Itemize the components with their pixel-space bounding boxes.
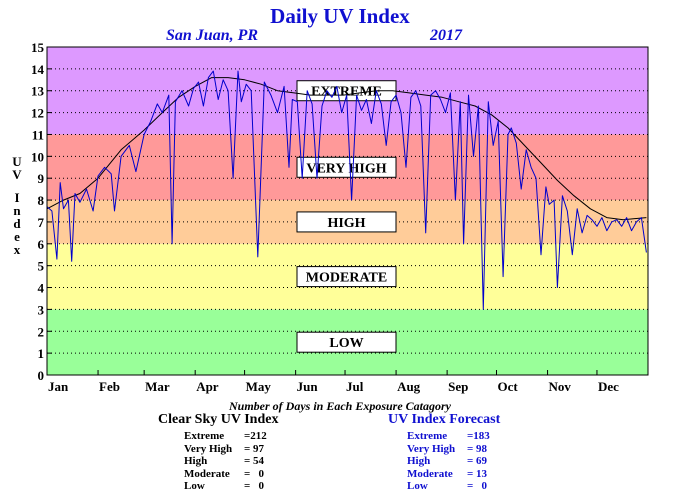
band-label-extreme: EXTREME	[311, 85, 382, 100]
chart-title: Daily UV Index	[270, 4, 410, 28]
x-tick-label-aug: Aug	[397, 379, 421, 394]
x-tick-label-apr: Apr	[196, 379, 219, 394]
stats-row-label: High	[407, 455, 431, 468]
forecast-stats-title: UV Index Forecast	[388, 412, 501, 427]
y-axis-label-letter: d	[13, 216, 21, 231]
uv-forecast-line	[46, 70, 647, 310]
x-tick-label-sep: Sep	[448, 379, 468, 394]
band-label-moderate: MODERATE	[306, 271, 387, 286]
chart-subtitle-year: 2017	[430, 27, 462, 44]
band-label-very-high: VERY HIGH	[306, 161, 386, 176]
stats-row-label: Very High	[407, 442, 456, 455]
y-axis-label-letter: I	[14, 190, 19, 205]
stats-row-label: Moderate	[184, 467, 230, 480]
stats-row-value: = 13	[467, 467, 488, 480]
chart-caption: Number of Days in Each Exposure Catagory	[228, 399, 452, 413]
y-axis-label-letter: x	[14, 242, 21, 257]
stats-row-label: Very High	[184, 442, 233, 455]
band-label-box-high	[296, 211, 397, 233]
x-tick-label-oct: Oct	[498, 379, 519, 394]
stats-row-value: = 69	[467, 455, 488, 468]
x-tick-label-feb: Feb	[99, 379, 120, 394]
y-tick-label: 7	[38, 215, 45, 230]
stats-row-label: High	[184, 455, 208, 468]
stats-row-label: Low	[407, 480, 428, 493]
y-tick-label: 4	[38, 281, 45, 296]
stats-row-value: =183	[467, 430, 490, 442]
x-tick-label-nov: Nov	[549, 379, 572, 394]
y-axis-label-letter: e	[14, 229, 20, 244]
stats-row-value: = 98	[467, 442, 488, 455]
band-label-box-low	[296, 331, 397, 353]
stats-row-label: Extreme	[184, 430, 225, 442]
y-axis-label-letter: n	[13, 203, 21, 218]
stats-row-value: = 97	[244, 442, 265, 455]
y-tick-label: 9	[38, 171, 45, 186]
band-label-high: HIGH	[327, 216, 365, 231]
stats-row-value: = 54	[244, 455, 265, 468]
y-axis-label-letter: V	[12, 167, 22, 182]
x-tick-label-mar: Mar	[145, 379, 170, 394]
y-tick-label: 6	[38, 237, 45, 252]
x-tick-label-jul: Jul	[346, 379, 364, 394]
band-label-box-very-high	[296, 156, 397, 178]
stats-row-label: Extreme	[407, 430, 448, 442]
band-label-low: LOW	[329, 336, 363, 351]
y-tick-label: 12	[31, 106, 44, 121]
chart-subtitle-location: San Juan, PR	[166, 27, 259, 44]
stats-row-value: = 0	[244, 467, 265, 480]
y-tick-label: 1	[38, 346, 45, 361]
clear-sky-stats-title: Clear Sky UV Index	[158, 412, 279, 427]
x-tick-label-may: May	[246, 379, 272, 394]
y-tick-label: 0	[38, 368, 45, 383]
y-tick-label: 8	[38, 193, 45, 208]
plot-frame	[46, 46, 649, 376]
y-axis-label-letter: U	[12, 154, 22, 169]
clear-sky-uv-line	[46, 77, 647, 221]
stats-row-value: = 0	[244, 480, 265, 493]
y-tick-label: 10	[31, 149, 44, 164]
stats-row-label: Low	[184, 480, 205, 493]
y-tick-label: 13	[31, 84, 45, 99]
x-tick-label-jan: Jan	[48, 379, 69, 394]
stats-row-label: Moderate	[407, 467, 453, 480]
y-tick-label: 5	[38, 259, 45, 274]
y-tick-label: 11	[32, 127, 44, 142]
band-label-box-moderate	[296, 266, 397, 288]
y-tick-label: 14	[31, 62, 45, 77]
y-tick-label: 3	[38, 302, 45, 317]
y-tick-label: 2	[38, 324, 45, 339]
stats-row-value: = 0	[467, 480, 488, 493]
stats-row-value: =212	[244, 430, 267, 442]
x-tick-label-dec: Dec	[598, 379, 619, 394]
x-tick-label-jun: Jun	[297, 379, 319, 394]
y-tick-label: 15	[31, 40, 45, 55]
